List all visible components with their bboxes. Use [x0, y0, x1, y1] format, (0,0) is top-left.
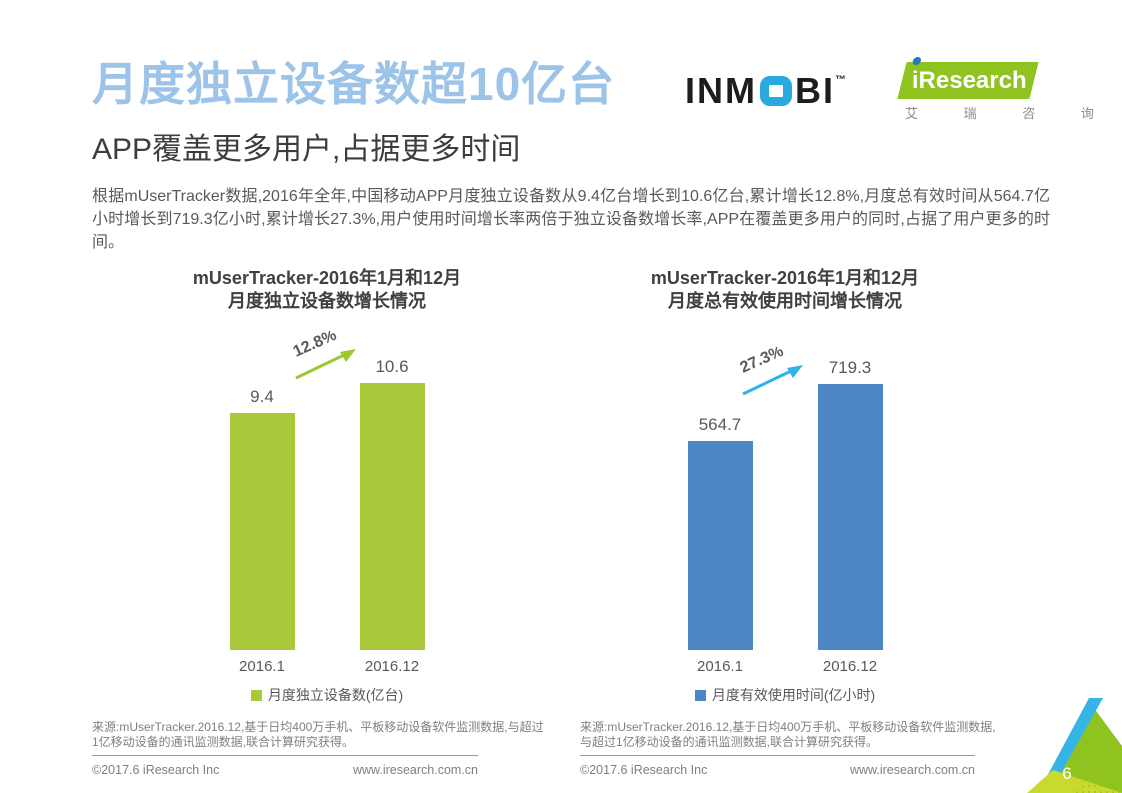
chart-time-title-line1: mUserTracker-2016年1月和12月 [650, 268, 920, 288]
iresearch-dot-icon [911, 57, 922, 65]
page-subtitle: APP覆盖更多用户,占据更多时间 [92, 133, 521, 166]
inmobi-logo: INM BI™ [685, 70, 846, 112]
intro-paragraph: 根据mUserTracker数据,2016年全年,中国移动APP月度独立设备数从… [92, 188, 1050, 251]
x-tick-label: 2016.1 [697, 658, 743, 675]
chart-time-title: mUserTracker-2016年1月和12月 月度总有效使用时间增长情况 [580, 267, 990, 313]
chart-devices: mUserTracker-2016年1月和12月 月度独立设备数增长情况 12.… [92, 265, 562, 757]
chart-devices-title-line2: 月度独立设备数增长情况 [228, 291, 426, 311]
chart-devices-title: mUserTracker-2016年1月和12月 月度独立设备数增长情况 [92, 267, 562, 313]
bar-2016-1 [687, 441, 753, 650]
bar-value-label: 10.6 [375, 357, 409, 376]
chart-devices-source: 来源:mUserTracker.2016.12,基于日均400万手机、平板移动设… [92, 720, 544, 749]
chart-time: mUserTracker-2016年1月和12月 月度总有效使用时间增长情况 2… [580, 265, 996, 757]
x-tick-label: 2016.12 [364, 658, 420, 675]
corner-decoration: 6 [1027, 698, 1122, 793]
legend-swatch-icon [694, 689, 706, 701]
chart-devices-legend: 月度独立设备数(亿台) [92, 685, 562, 705]
chart-devices-xaxis: 2016.1 2016.12 [92, 658, 562, 675]
bar-group: 9.4 [229, 387, 295, 650]
footer-left: ©2017.6 iResearch Inc www.iresearch.com.… [92, 755, 478, 777]
footer-right: ©2017.6 iResearch Inc www.iresearch.com.… [580, 755, 975, 777]
legend-swatch-icon [250, 689, 262, 701]
iresearch-logo: iResearch [897, 57, 1039, 99]
iresearch-caption: 艾 瑞 咨 询 [905, 106, 1115, 121]
chart-time-legend: 月度有效使用时间(亿小时) [580, 685, 990, 705]
legend-label: 月度有效使用时间(亿小时) [711, 687, 876, 703]
x-tick-label: 2016.1 [239, 658, 285, 675]
chart-time-title-line2: 月度总有效使用时间增长情况 [668, 291, 902, 311]
footer-copyright: ©2017.6 iResearch Inc [92, 763, 220, 777]
bar-2016-12 [359, 383, 425, 650]
chart-time-bars: 564.7 719.3 [580, 358, 990, 650]
chart-devices-title-line1: mUserTracker-2016年1月和12月 [192, 268, 462, 288]
inmobi-logo-text-pre: INM [685, 70, 757, 111]
page-number: 6 [1062, 764, 1071, 783]
bar-value-label: 9.4 [250, 387, 274, 406]
footer-copyright: ©2017.6 iResearch Inc [580, 763, 708, 777]
chart-time-source: 来源:mUserTracker.2016.12,基于日均400万手机、平板移动设… [580, 720, 996, 749]
bar-value-label: 564.7 [698, 415, 742, 434]
page-title: 月度独立设备数超10亿台 [92, 58, 616, 110]
growth-arrow-devices: 12.8% [291, 331, 356, 380]
footer-website: www.iresearch.com.cn [352, 763, 478, 777]
legend-label: 月度独立设备数(亿台) [267, 687, 404, 703]
bar-2016-1 [229, 413, 295, 650]
inmobi-logo-text-post: BI [795, 70, 835, 111]
inmobi-trademark: ™ [835, 74, 846, 86]
bar-group: 10.6 [359, 357, 425, 650]
iresearch-wordmark: iResearch [911, 67, 1027, 94]
chart-time-xaxis: 2016.1 2016.12 [580, 658, 990, 675]
x-tick-label: 2016.12 [822, 658, 878, 675]
footer-website: www.iresearch.com.cn [849, 763, 975, 777]
bar-group: 719.3 [817, 358, 883, 650]
bar-2016-12 [817, 384, 883, 650]
bar-value-label: 719.3 [828, 358, 872, 377]
chart-devices-bars: 9.4 10.6 [92, 357, 562, 650]
inmobi-o-icon [760, 76, 792, 106]
growth-arrow-time: 27.3% [738, 347, 803, 396]
bar-group: 564.7 [687, 415, 753, 650]
